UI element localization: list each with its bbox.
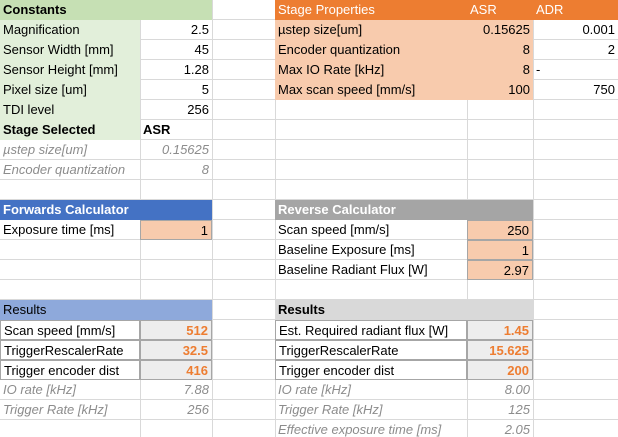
grid-line [0,279,618,280]
grid-line [0,399,618,400]
grid-line [212,0,213,437]
value: 8 [467,40,533,60]
output-cell: 32.5 [140,340,212,360]
grid-line [0,179,618,180]
value: 5 [201,82,209,97]
column-header: ADR [533,0,618,20]
output-cell: 416 [140,360,212,380]
label: Max scan speed [mm/s] [275,80,467,100]
grid-line [0,299,618,300]
input-cell: 1 [467,240,533,260]
label: Encoder quantization [275,40,467,60]
value: 45 [194,42,209,57]
label: Stage Selected [0,120,140,140]
label: Baseline Exposure [ms] [278,242,415,257]
value: 100 [467,80,533,100]
value: 8 [201,162,209,177]
label: IO rate [kHz] [278,382,351,397]
label: Magnification [0,20,140,40]
label: IO rate [kHz] [3,382,76,397]
grid-line [0,239,618,240]
value: 0.15625 [162,142,209,157]
value: 750 [593,82,615,97]
grid-line [0,419,618,420]
grid-line [0,199,618,200]
label: Trigger Rate [kHz] [278,402,383,417]
label: Sensor Width [mm] [0,40,140,60]
output-cell: 1.45 [467,320,533,340]
label: Est. Required radiant flux [W] [275,320,467,340]
value: 125 [508,402,530,417]
value: 256 [187,102,209,117]
label: Scan speed [mm/s] [0,320,140,340]
output-cell: 512 [140,320,212,340]
value: 2.05 [504,422,530,437]
label: Max IO Rate [kHz] [275,60,467,80]
label: Trigger encoder dist [0,360,140,380]
input-cell: 1 [140,220,212,240]
output-cell: 200 [467,360,533,380]
section-header: Reverse Calculator [275,200,533,220]
value: 7.88 [183,382,209,397]
label: TDI level [0,100,140,120]
grid-line [0,159,618,160]
label: Encoder quantization [3,162,126,177]
label: TriggerRescalerRate [275,340,467,360]
label: Baseline Radiant Flux [W] [278,262,428,277]
value: 256 [187,402,209,417]
label: µstep size[um] [3,142,88,157]
column-header: ASR [467,0,533,20]
label: Scan speed [mm/s] [278,222,390,237]
label: Trigger encoder dist [275,360,467,380]
label: Pixel size [um] [0,80,140,100]
grid-line [0,259,618,260]
value: 0.001 [582,22,615,37]
section-header: Forwards Calculator [0,200,212,220]
input-cell: 2.97 [467,260,533,280]
label: TriggerRescalerRate [0,340,140,360]
value: 8.00 [504,382,530,397]
value: 8 [467,60,533,80]
label: Exposure time [ms] [3,222,115,237]
section-header: Results [0,300,212,320]
value: 2 [607,42,615,57]
value: - [536,62,541,77]
label: Trigger Rate [kHz] [3,402,108,417]
value: 1.28 [183,62,209,77]
grid-line [0,139,618,140]
grid-line [0,119,618,120]
output-cell: 15.625 [467,340,533,360]
section-header: Results [275,300,533,320]
label: Sensor Height [mm] [0,60,140,80]
section-header: Constants [0,0,212,20]
value: 2.5 [190,22,209,37]
label: Effective exposure time [ms] [278,422,442,437]
grid-line [533,0,534,437]
value: ASR [143,122,171,137]
input-cell: 250 [467,220,533,240]
section-header: Stage Properties [275,0,467,20]
label: µstep size[um] [275,20,467,40]
value: 0.15625 [467,20,533,40]
